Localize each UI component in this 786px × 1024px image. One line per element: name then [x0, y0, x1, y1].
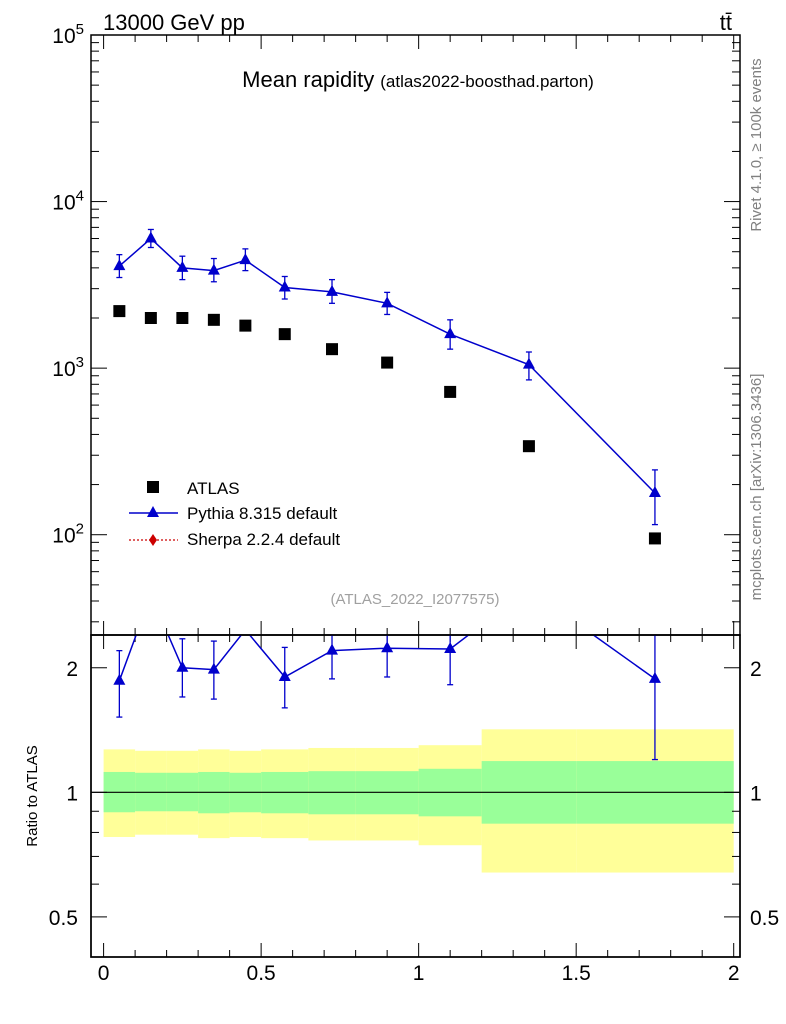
analysis-watermark: (ATLAS_2022_I2077575): [330, 591, 499, 608]
pythia-data-point: [381, 296, 394, 308]
main-y-tick-label-exp: 5: [76, 21, 84, 38]
main-y-tick-label: 105: [52, 21, 84, 48]
ratio-series-clipped: [113, 635, 661, 761]
main-y-tick-label-exp: 3: [76, 354, 84, 371]
atlas-data-point: [176, 311, 189, 324]
ratio-y-tick-label-right: 1: [750, 782, 762, 805]
atlas-data-point: [444, 385, 457, 398]
pythia-data-point: [239, 253, 252, 265]
pythia-data-point: [326, 284, 339, 296]
ratio-x-tick-label: 1: [413, 962, 425, 985]
pythia-data-point: [207, 263, 220, 275]
atlas-data-point: [648, 532, 661, 545]
ratio-tick-labels: 0.5 0.5 1 1 2 2 0 0.5 1 1.5 2: [49, 658, 779, 985]
pythia-data-point: [144, 231, 157, 243]
ratio-y-tick-label-right: 2: [750, 658, 762, 681]
pythia-data-point: [522, 357, 535, 369]
plot-title-sub: (atlas2022-boosthad.parton): [380, 72, 594, 91]
pythia-data-point: [176, 260, 189, 272]
atlas-data-point: [522, 440, 535, 453]
ratio-y-label: Ratio to ATLAS: [24, 745, 41, 846]
ratio-x-tick-label: 0.5: [247, 962, 276, 985]
legend-label-atlas: ATLAS: [187, 479, 240, 498]
main-y-tick-label-exp: 4: [76, 188, 84, 205]
main-y-tick-label: 103: [52, 354, 84, 381]
pythia-ratio-point: [113, 673, 126, 685]
atlas-data-point: [381, 356, 394, 369]
main-y-tick-label-base: 10: [52, 525, 75, 548]
rivet-version-label: Rivet 4.1.0, ≥ 100k events: [748, 58, 765, 231]
pythia-ratio-point: [648, 671, 661, 683]
legend: ATLAS Pythia 8.315 default Sherpa 2.2.4 …: [129, 479, 340, 549]
main-y-tick-label: 104: [52, 188, 84, 215]
main-y-tick-label-base: 10: [52, 358, 75, 381]
legend-marker-pythia: [147, 506, 159, 517]
main-y-tick-label-exp: 2: [76, 521, 84, 538]
ratio-y-tick-label-left: 0.5: [49, 907, 78, 930]
atlas-data-point: [239, 319, 252, 332]
main-series-layer: [113, 228, 661, 545]
atlas-data-point: [326, 343, 339, 356]
pythia-ratio-point: [207, 662, 220, 674]
atlas-data-point: [144, 311, 157, 324]
ratio-x-tick-label: 1.5: [562, 962, 591, 985]
ratio-x-tick-label: 0: [98, 962, 110, 985]
pythia-data-point: [648, 486, 661, 498]
main-y-tick-label: 102: [52, 521, 84, 548]
plot-title-main: Mean rapidity: [242, 67, 374, 92]
pythia-ratio-point: [278, 669, 291, 681]
main-y-ticks: [91, 34, 740, 635]
ratio-y-tick-label-left: 1: [66, 782, 78, 805]
pythia-ratio-point: [176, 660, 189, 672]
pythia-ratio-point: [444, 642, 457, 654]
legend-marker-atlas: [147, 481, 159, 493]
main-y-tick-label-base: 10: [52, 192, 75, 215]
legend-label-sherpa: Sherpa 2.2.4 default: [187, 530, 340, 549]
mcplots-label: mcplots.cern.ch [arXiv:1306.3436]: [748, 374, 765, 601]
main-y-tick-label-base: 10: [52, 25, 75, 48]
process-label: tt̄: [720, 10, 732, 35]
pythia-data-point: [113, 259, 126, 271]
pythia-data-point: [444, 327, 457, 339]
pythia-data-point: [278, 280, 291, 292]
ratio-y-tick-label-right: 0.5: [750, 907, 779, 930]
atlas-data-point: [278, 328, 291, 341]
ratio-series-layer: [113, 635, 661, 761]
energy-label: 13000 GeV pp: [103, 10, 245, 35]
plot-title: Mean rapidity (atlas2022-boosthad.parton): [242, 67, 594, 92]
atlas-data-point: [207, 313, 220, 326]
pythia-ratio-point: [326, 643, 339, 655]
ratio-x-tick-label: 2: [728, 962, 740, 985]
legend-label-pythia: Pythia 8.315 default: [187, 504, 338, 523]
ratio-plot-border: [90, 634, 741, 958]
pythia-ratio-point: [381, 641, 394, 653]
atlas-data-point: [113, 305, 126, 318]
ratio-y-tick-label-left: 2: [66, 658, 78, 681]
ratio-uncertainty-bands: [103, 729, 734, 873]
legend-marker-sherpa: [149, 534, 157, 546]
